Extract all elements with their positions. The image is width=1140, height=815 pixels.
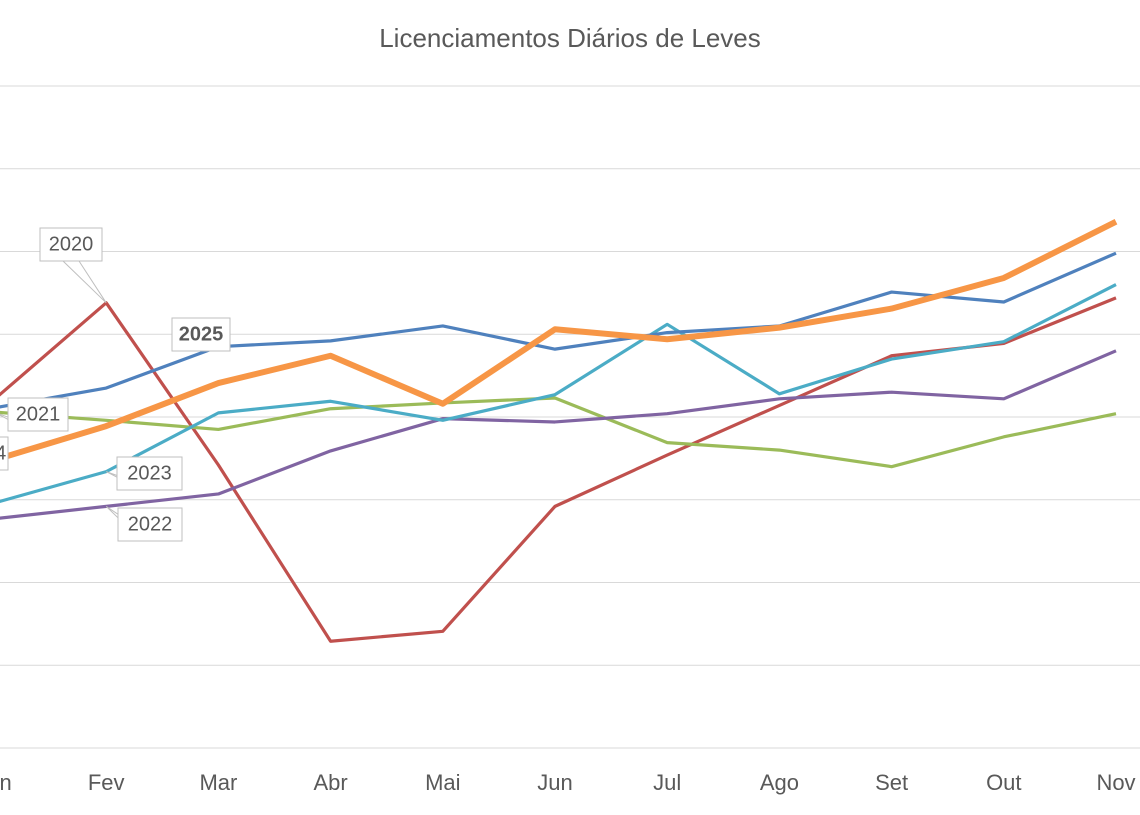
series-line bbox=[0, 349, 1117, 520]
callout-pointer bbox=[62, 260, 107, 304]
callout-box bbox=[117, 507, 183, 542]
series-label: 2023 bbox=[127, 462, 172, 484]
series-line bbox=[0, 283, 1117, 504]
callout-box bbox=[116, 456, 183, 491]
series-line bbox=[0, 219, 1118, 462]
x-tick-label: Jul bbox=[653, 770, 681, 795]
x-tick-label: Abr bbox=[313, 770, 347, 795]
series-label: 2021 bbox=[16, 403, 61, 425]
x-tick-label: Ago bbox=[760, 770, 799, 795]
callout-box bbox=[0, 436, 9, 471]
series-label: 2025 bbox=[179, 323, 224, 345]
series-line bbox=[0, 396, 1117, 469]
x-tick-label: Nov bbox=[1096, 770, 1135, 795]
series-label: 2022 bbox=[128, 513, 173, 535]
x-tick-label: Fev bbox=[88, 770, 125, 795]
series-label: 2020 bbox=[49, 233, 94, 255]
callout-box bbox=[39, 227, 103, 262]
x-tick-label: Out bbox=[986, 770, 1021, 795]
series-label: 2024 bbox=[0, 442, 6, 464]
chart-title: Licenciamentos Diários de Leves bbox=[379, 23, 761, 53]
x-tick-label: Mar bbox=[199, 770, 237, 795]
x-tick-label: Jun bbox=[537, 770, 572, 795]
x-tick-label: Set bbox=[875, 770, 908, 795]
callout-box bbox=[7, 397, 69, 432]
series-line bbox=[0, 296, 1117, 643]
callout-box bbox=[171, 317, 231, 352]
x-tick-label: Jan bbox=[0, 770, 12, 795]
x-tick-label: Mai bbox=[425, 770, 460, 795]
